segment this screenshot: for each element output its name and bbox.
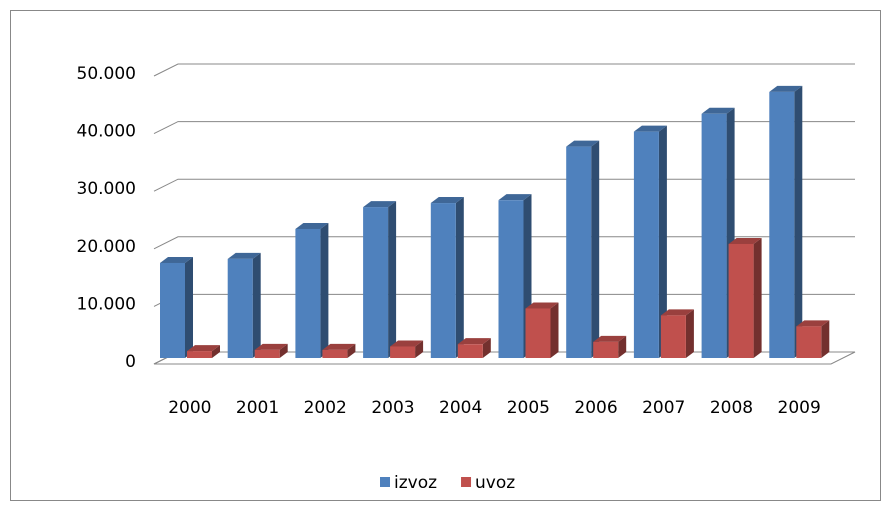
x-tick-label: 2006 <box>574 398 617 418</box>
bar-top <box>227 252 261 259</box>
bar <box>593 341 619 358</box>
bar <box>498 200 524 358</box>
bar-side <box>821 320 830 358</box>
bar <box>701 113 727 358</box>
bar-top <box>390 340 424 347</box>
bar-top <box>363 201 397 208</box>
x-tick-label: 2007 <box>642 398 685 418</box>
bar-side <box>550 302 559 358</box>
bar <box>796 326 822 358</box>
bar-top <box>322 343 356 350</box>
bar <box>566 146 592 358</box>
y-tick-label: 50.000 <box>77 64 136 84</box>
y-tick-label: 0 <box>125 352 136 372</box>
x-tick-label: 2004 <box>439 398 482 418</box>
bar <box>633 131 659 358</box>
bar-top <box>295 222 329 229</box>
bar-side <box>685 309 694 358</box>
bar-side <box>212 345 220 358</box>
bar-side <box>658 125 667 358</box>
bar-top <box>187 345 220 352</box>
bar <box>769 91 795 358</box>
grid-line <box>153 178 855 192</box>
bar-side <box>591 140 600 358</box>
bar-top <box>498 194 532 201</box>
bar <box>390 346 416 358</box>
bar-top <box>254 343 288 350</box>
bar-side <box>185 256 193 358</box>
grid-line <box>153 236 855 250</box>
bar-side <box>279 343 288 358</box>
bar <box>254 349 280 358</box>
y-tick-label: 30.000 <box>77 179 136 199</box>
y-tick-label: 10.000 <box>77 294 136 314</box>
bar <box>457 344 483 358</box>
x-tick-label: 2008 <box>710 398 753 418</box>
bar <box>227 258 253 358</box>
bar-top <box>633 125 667 132</box>
x-tick-label: 2002 <box>304 398 347 418</box>
bar-top <box>593 335 627 342</box>
bar-side <box>753 237 762 358</box>
bar <box>525 308 551 358</box>
legend-swatch <box>461 477 472 487</box>
bar <box>295 228 321 358</box>
bar <box>160 262 185 358</box>
bar <box>363 207 389 358</box>
legend-swatch <box>380 477 390 487</box>
x-tick-label: 2001 <box>236 398 279 418</box>
bar-side <box>482 338 491 358</box>
legend-label: uvoz <box>475 473 515 493</box>
bar-side <box>455 197 464 358</box>
bar-top <box>160 256 193 263</box>
bar-top <box>769 85 803 92</box>
bar <box>430 203 456 358</box>
bar-top <box>430 197 464 204</box>
legend-label: izvoz <box>394 473 437 493</box>
bar-side <box>252 252 261 358</box>
bar-top <box>728 237 762 244</box>
x-tick-label: 2005 <box>507 398 550 418</box>
bar <box>187 351 212 358</box>
bar-top <box>457 338 491 345</box>
bar-top <box>525 302 559 309</box>
bar-side <box>320 222 329 358</box>
bar <box>322 349 348 358</box>
bar-side <box>794 85 803 358</box>
grid-line <box>153 121 855 135</box>
bar-top <box>796 320 830 327</box>
bar-side <box>618 335 627 358</box>
bar-top <box>701 107 735 114</box>
grid-line <box>153 63 855 77</box>
bar-top <box>660 309 694 316</box>
bar-side <box>388 201 397 358</box>
bar-top <box>566 140 600 147</box>
y-tick-label: 20.000 <box>77 237 136 257</box>
bar <box>728 243 754 358</box>
bar-side <box>415 340 424 358</box>
bar-side <box>347 343 356 358</box>
bar <box>660 315 686 358</box>
x-tick-label: 2000 <box>168 398 211 418</box>
x-tick-label: 2009 <box>778 398 821 418</box>
y-tick-label: 40.000 <box>77 122 136 142</box>
x-tick-label: 2003 <box>371 398 414 418</box>
